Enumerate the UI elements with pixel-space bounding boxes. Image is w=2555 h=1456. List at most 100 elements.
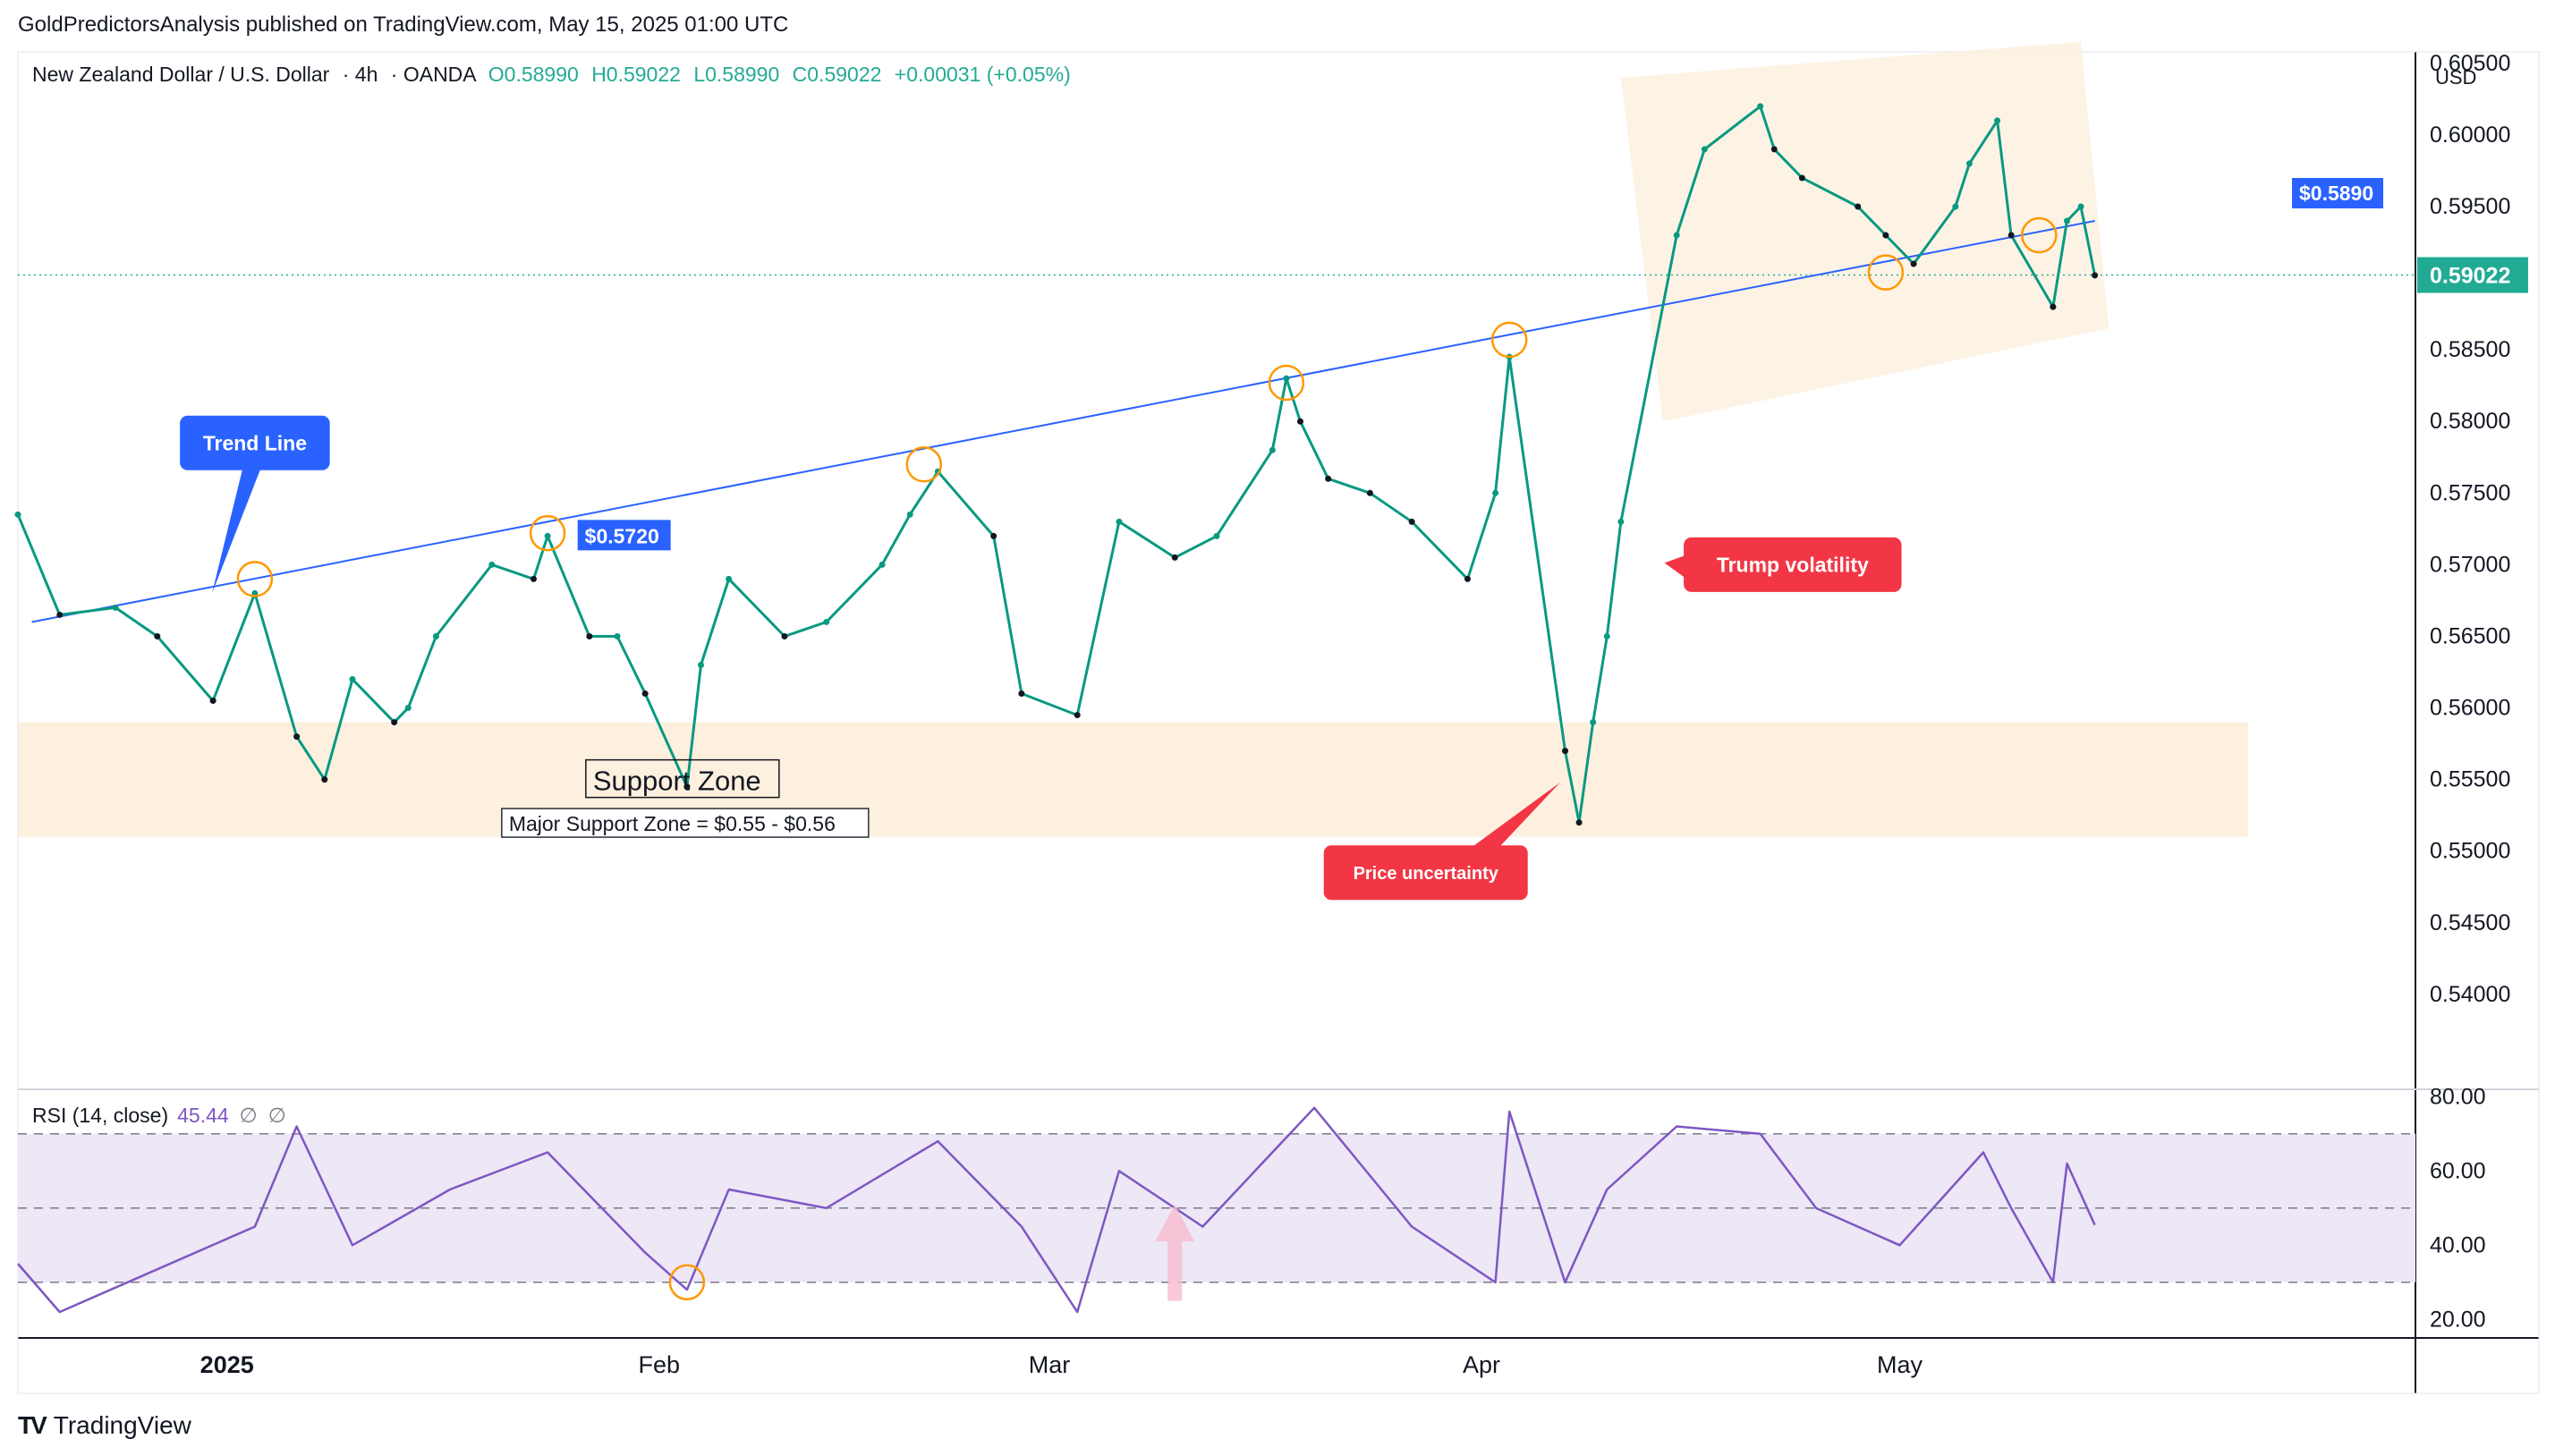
price-point	[349, 676, 356, 683]
price-point	[1590, 719, 1597, 726]
price-tick-6: 0.57500	[2430, 480, 2510, 505]
rsi-tick-3: 20.00	[2430, 1307, 2486, 1332]
price-point	[1464, 575, 1471, 582]
callout-pointer-2	[1473, 782, 1560, 846]
price-point	[1770, 146, 1778, 153]
price-point	[726, 575, 733, 582]
callout-label-0: Trend Line	[203, 431, 307, 454]
tradingview-logo-icon: TV	[18, 1411, 47, 1439]
time-tick-0: 2025	[200, 1351, 254, 1378]
trendline-touch-circle-6	[2021, 216, 2058, 254]
symbol-legend: New Zealand Dollar / U.S. Dollar · 4h · …	[32, 63, 1071, 86]
price-point	[614, 632, 621, 639]
price-point	[1965, 160, 1973, 167]
symbol-interval[interactable]: 4h	[354, 63, 378, 86]
price-badge-5720	[577, 520, 671, 551]
trendline-price-label: $0.5890	[2299, 182, 2373, 205]
price-point	[1673, 232, 1680, 239]
last-price-badge	[2417, 257, 2528, 293]
time-tick-3: Apr	[1463, 1351, 1500, 1378]
price-point	[1910, 260, 1917, 267]
price-tick-7: 0.57000	[2430, 552, 2510, 577]
price-point	[1562, 748, 1569, 755]
last-price-label: 0.59022	[2430, 264, 2510, 289]
rsi-legend-value: 45.44	[177, 1104, 229, 1127]
rsi-legend-empty-1: ∅	[239, 1104, 258, 1127]
price-point	[488, 561, 496, 568]
price-point	[990, 532, 997, 539]
price-point	[2077, 203, 2084, 210]
price-point	[112, 604, 119, 611]
brand-footer[interactable]: TV TradingView	[18, 1411, 191, 1440]
brand-name: TradingView	[53, 1411, 191, 1439]
price-point	[1074, 712, 1081, 719]
rsi-legend: RSI (14, close) 45.44 ∅ ∅	[32, 1104, 286, 1128]
price-label-5720: $0.5720	[585, 524, 659, 547]
price-point	[823, 618, 830, 625]
support-zone-title-box	[585, 758, 780, 799]
price-tick-1: 0.60000	[2430, 123, 2510, 148]
support-zone-title: Support Zone	[593, 766, 761, 797]
price-point	[404, 705, 412, 712]
trendline-touch-circle-3	[1268, 364, 1305, 402]
price-point	[1952, 203, 1959, 210]
rsi-touch-circle-0	[668, 1264, 706, 1301]
callout-pointer-0	[211, 470, 260, 594]
trendline-touch-circle-5	[1867, 254, 1905, 291]
currency-button[interactable]: USD	[2435, 66, 2477, 89]
price-point	[1603, 632, 1610, 639]
trendline-touch-circle-4	[1490, 321, 1528, 359]
price-point	[1882, 232, 1889, 239]
rsi-legend-title[interactable]: RSI (14, close)	[32, 1104, 169, 1127]
rsi-tick-1: 60.00	[2430, 1158, 2486, 1183]
price-point	[1269, 446, 1276, 453]
price-point	[14, 511, 21, 518]
rsi-tick-0: 80.00	[2430, 1084, 2486, 1109]
price-tick-2: 0.59500	[2430, 194, 2510, 219]
price-point	[1701, 146, 1708, 153]
ohlc-high: H0.59022	[591, 63, 681, 86]
callout-label-1: Trump volatility	[1717, 553, 1869, 576]
rsi-series-line	[17, 1106, 2096, 1314]
rsi-tick-2: 40.00	[2430, 1232, 2486, 1257]
price-point	[781, 632, 788, 639]
price-tick-4: 0.58500	[2430, 337, 2510, 362]
time-tick-2: Mar	[1029, 1351, 1071, 1378]
ohlc-open: O0.58990	[488, 63, 579, 86]
callout-pointer-1	[1664, 555, 1685, 578]
price-point	[531, 575, 538, 582]
trendline-touch-circle-1	[529, 514, 566, 552]
price-point	[1492, 489, 1499, 496]
price-point	[2092, 272, 2099, 279]
price-point	[1171, 554, 1178, 561]
price-point	[683, 783, 691, 791]
price-point	[154, 632, 161, 639]
price-point	[1296, 418, 1303, 425]
publisher-line: GoldPredictorsAnalysis published on Trad…	[18, 13, 789, 37]
price-point	[1116, 518, 1123, 525]
price-tick-0: 0.60500	[2430, 51, 2510, 76]
price-point	[1366, 489, 1373, 496]
price-point	[2008, 232, 2015, 239]
price-tick-5: 0.58000	[2430, 409, 2510, 434]
price-tick-11: 0.55000	[2430, 839, 2510, 864]
symbol-exchange: OANDA	[403, 63, 476, 86]
trendline-price-badge	[2292, 177, 2383, 208]
price-point	[544, 532, 551, 539]
trendline-touch-circle-2	[905, 446, 943, 483]
price-point	[906, 511, 913, 518]
price-point	[432, 632, 439, 639]
support-zone	[18, 722, 2249, 837]
support-zone-caption-box	[501, 808, 870, 838]
price-point	[1283, 375, 1290, 382]
price-tick-13: 0.54000	[2430, 982, 2510, 1007]
rsi-up-arrow-icon	[1155, 1204, 1195, 1301]
ohlc-low: L0.58990	[693, 63, 780, 86]
symbol-name[interactable]: New Zealand Dollar / U.S. Dollar	[32, 63, 330, 86]
ohlc-close: C0.59022	[792, 63, 882, 86]
price-series-line	[16, 105, 2097, 825]
ohlc-change: +0.00031 (+0.05%)	[894, 63, 1071, 86]
price-point	[1325, 475, 1332, 482]
price-tick-12: 0.54500	[2430, 910, 2510, 935]
